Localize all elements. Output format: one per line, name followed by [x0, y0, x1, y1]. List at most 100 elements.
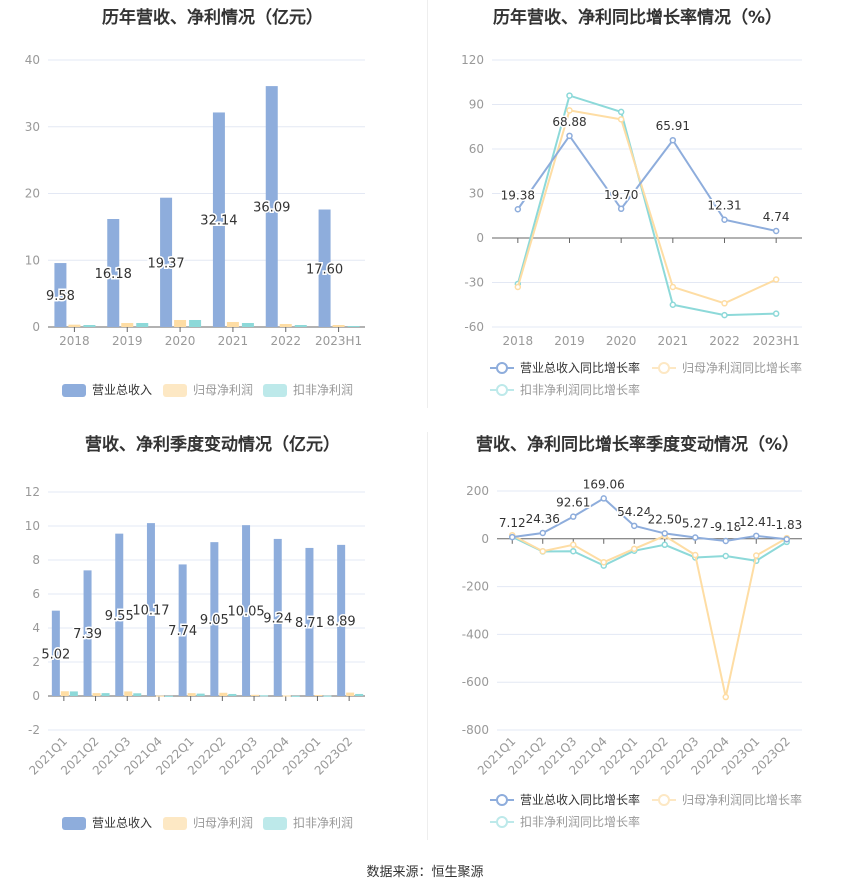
- legend-label[interactable]: 扣非净利润: [293, 816, 353, 830]
- bar-value-label: 5.02: [41, 647, 70, 662]
- legend-label[interactable]: 营业总收入: [92, 383, 152, 397]
- legend-label[interactable]: 营业总收入: [92, 816, 152, 830]
- point-value-label: 68.88: [552, 115, 586, 129]
- y-tick-label: 30: [25, 120, 40, 134]
- chart-3: -800-600-400-20002002021Q12021Q22021Q320…: [462, 476, 804, 829]
- legend-label[interactable]: 扣非净利润: [293, 383, 353, 397]
- bar-1: [346, 692, 355, 696]
- line-series-1: [516, 109, 777, 305]
- bar-2: [133, 693, 142, 696]
- legend-label[interactable]: 归母净利润同比增长率: [682, 360, 802, 375]
- legend-item-1[interactable]: 归母净利润: [163, 383, 253, 397]
- legend-item-0[interactable]: 营业总收入同比增长率: [490, 792, 640, 807]
- x-tick-label: 2018: [59, 334, 90, 348]
- bar-0: [83, 570, 92, 696]
- data-point: [772, 227, 780, 235]
- legend-marker-icon[interactable]: [496, 384, 508, 396]
- data-point: [669, 301, 677, 308]
- point-value-label: 4.74: [763, 210, 790, 224]
- data-point: [566, 107, 573, 114]
- legend-swatch-icon[interactable]: [263, 817, 287, 830]
- bar-value-label: 10.05: [227, 605, 264, 620]
- bar-2: [136, 322, 149, 327]
- point-value-label: 169.06: [583, 477, 625, 491]
- line-series-2: [516, 94, 777, 317]
- legend-item-0[interactable]: 营业总收入: [62, 383, 152, 397]
- x-tick-label: 2021: [658, 334, 689, 348]
- bar-1: [251, 694, 260, 696]
- bar-value-label: 9.55: [105, 609, 134, 624]
- bar-0: [273, 538, 282, 696]
- legend-label[interactable]: 归母净利润同比增长率: [682, 792, 802, 807]
- data-point: [722, 693, 729, 701]
- legend-label[interactable]: 归母净利润: [193, 816, 253, 830]
- legend-marker-icon[interactable]: [496, 362, 508, 374]
- data-point: [722, 537, 729, 545]
- x-tick-label: 2019: [554, 334, 585, 348]
- bar-0: [146, 523, 155, 696]
- data-point: [617, 108, 625, 116]
- legend-label[interactable]: 扣非净利润同比增长率: [520, 814, 640, 829]
- bar-0: [178, 564, 187, 696]
- data-point: [631, 545, 638, 553]
- point-value-label: 12.41: [739, 515, 773, 529]
- legend-swatch-icon[interactable]: [263, 384, 287, 397]
- legend-label[interactable]: 归母净利润: [193, 383, 253, 397]
- data-point: [631, 522, 638, 530]
- legend-item-2[interactable]: 扣非净利润: [263, 816, 353, 830]
- legend-item-0[interactable]: 营业总收入: [62, 816, 152, 830]
- y-tick-label: 10: [25, 519, 40, 533]
- legend-label[interactable]: 营业总收入同比增长率: [520, 792, 640, 807]
- legend-marker-icon[interactable]: [496, 794, 508, 806]
- bar-1: [187, 693, 196, 696]
- y-tick-label: 0: [32, 689, 40, 703]
- legend-item-2[interactable]: 扣非净利润: [263, 383, 353, 397]
- bar-2: [323, 695, 332, 697]
- legend-marker-icon[interactable]: [496, 816, 508, 828]
- legend-label[interactable]: 扣非净利润同比增长率: [520, 382, 640, 397]
- divider: [427, 432, 428, 840]
- point-value-label: 92.61: [556, 496, 590, 510]
- x-tick-label: 2022: [709, 334, 740, 348]
- data-point: [669, 136, 677, 144]
- legend-item-2[interactable]: 扣非净利润同比增长率: [490, 382, 640, 397]
- bar-0: [265, 86, 278, 328]
- legend-marker-icon[interactable]: [658, 794, 670, 806]
- legend-swatch-icon[interactable]: [163, 384, 187, 397]
- bar-0: [115, 533, 124, 696]
- bar-value-label: 8.89: [327, 614, 356, 629]
- bar-value-label: 9.58: [46, 289, 75, 304]
- legend-swatch-icon[interactable]: [62, 384, 86, 397]
- y-tick-label: -600: [462, 675, 489, 689]
- point-value-label: 54.24: [617, 505, 651, 519]
- data-point: [722, 552, 729, 560]
- legend-item-0[interactable]: 营业总收入同比增长率: [490, 360, 640, 375]
- data-point: [721, 311, 728, 319]
- legend-label[interactable]: 营业总收入同比增长率: [520, 360, 640, 375]
- chart-title-annual-growth: 历年营收、净利同比增长率情况（%）: [492, 8, 783, 28]
- y-tick-label: 0: [476, 231, 484, 245]
- bar-1: [282, 695, 291, 697]
- legend-item-1[interactable]: 归母净利润同比增长率: [652, 360, 802, 375]
- y-tick-label: 0: [481, 532, 489, 546]
- bar-2: [196, 693, 205, 696]
- chart-title-annual-revenue: 历年营收、净利情况（亿元）: [102, 8, 323, 28]
- legend-item-1[interactable]: 归母净利润同比增长率: [652, 792, 802, 807]
- x-tick-label: 2020: [165, 334, 196, 348]
- legend-marker-icon[interactable]: [658, 362, 670, 374]
- chart-title-quarterly-revenue: 营收、净利季度变动情况（亿元）: [85, 435, 340, 455]
- legend-item-2[interactable]: 扣非净利润同比增长率: [490, 814, 640, 829]
- bar-0: [212, 112, 225, 327]
- legend-swatch-icon[interactable]: [62, 817, 86, 830]
- line-series-2: [511, 535, 788, 567]
- bar-value-label: 19.37: [147, 256, 184, 271]
- bar-0: [160, 197, 173, 327]
- legend-item-1[interactable]: 归母净利润: [163, 816, 253, 830]
- point-value-label: 65.91: [656, 119, 690, 133]
- legend-swatch-icon[interactable]: [163, 817, 187, 830]
- data-point: [753, 532, 760, 540]
- data-point: [772, 276, 780, 283]
- data-point: [509, 533, 516, 541]
- bar-2: [164, 695, 173, 697]
- chart-0: 0 10 20 30 40 2018 2019 2020 2021 2022 2023H1 9.58 1…: [25, 53, 365, 397]
